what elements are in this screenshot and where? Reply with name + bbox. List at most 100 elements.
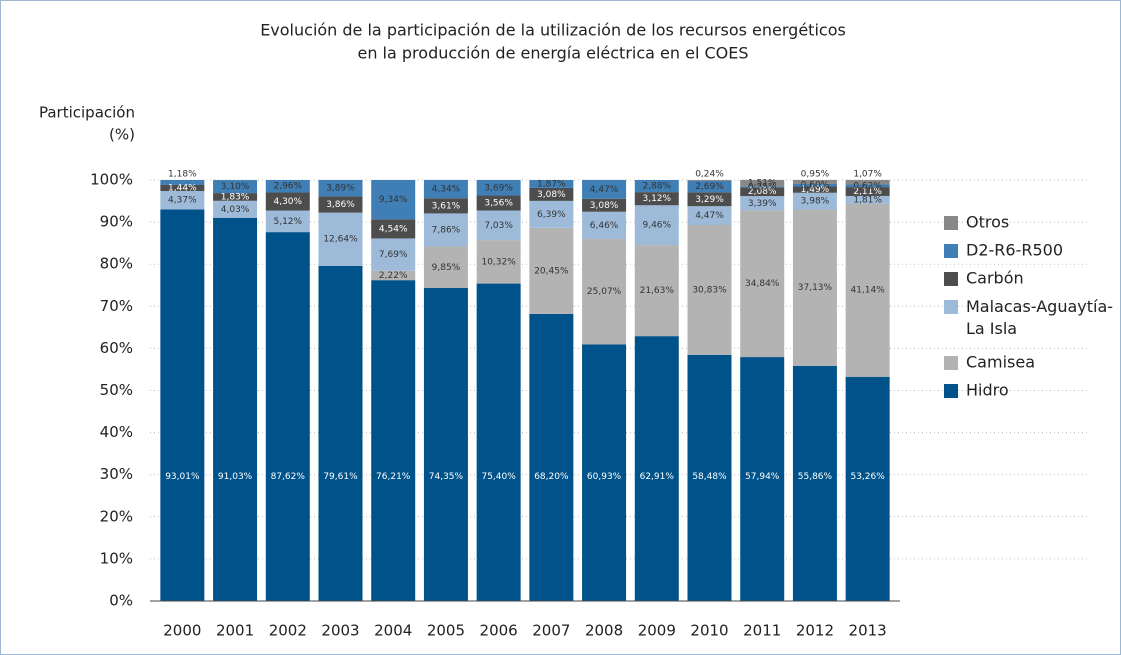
x-tick-label: 2004 [374,622,412,640]
legend-label: Otros [966,213,1009,232]
data-label: 62,91% [640,472,675,482]
x-tick-label: 2001 [216,622,254,640]
legend-swatch [944,244,958,258]
data-label: 1,83% [221,192,250,202]
data-label: 9,46% [642,221,671,231]
data-label: 0,95% [801,169,830,179]
bar-segment [160,184,205,192]
x-tick-label: 2008 [585,622,623,640]
data-label: 2,69% [695,182,724,192]
legend-label: Malacas-Aguaytía-La Isla [966,297,1113,338]
bar-segment [529,200,574,228]
bar-segment [371,280,416,601]
bar-segment [740,210,785,358]
bar-segment [582,198,627,212]
bar-segment [318,180,363,197]
y-axis-label: Participación [39,104,135,122]
data-label: 3,89% [326,184,355,194]
y-tick-label: 40% [100,423,133,441]
bar-segment [476,283,521,601]
data-label: 4,47% [590,185,619,195]
x-tick-label: 2000 [163,622,201,640]
bar-segment [265,192,310,211]
data-label: 68,20% [534,472,569,482]
data-label: 2,08% [748,187,777,197]
data-label: 1,87% [537,179,566,189]
data-label: 4,34% [432,185,461,195]
bar-segment [423,179,468,199]
bar-segment [318,196,363,213]
data-label: 25,07% [587,287,622,297]
data-label: 0,62% [853,181,882,191]
bar-segment [792,179,837,184]
bar-segment [845,203,890,377]
data-label: 9,85% [432,263,461,273]
data-label: 0,25% [748,182,777,192]
bar-segment [740,187,785,197]
data-label: 37,13% [798,283,833,293]
data-label: 20,45% [534,266,569,276]
data-label: 21,63% [640,286,675,296]
data-label: 30,83% [692,285,727,295]
bar-segment [792,192,837,210]
data-label: 7,03% [484,221,513,231]
chart-title: Evolución de la participación de la util… [260,21,846,40]
data-label: 1,49% [801,185,830,195]
data-label: 1,18% [168,170,197,180]
bar-segment [213,193,258,201]
data-label: 6,39% [537,210,566,220]
bar-segment [687,180,732,182]
legend-label: Carbón [966,269,1024,288]
bar-segment [582,211,627,239]
data-label: 3,10% [221,182,250,192]
bar-segment [634,336,679,601]
bar-segment [476,195,521,211]
data-label: 3,56% [484,199,513,209]
bar-segment [845,187,890,196]
bar-segment [371,270,416,281]
legend-label: Camisea [966,353,1035,372]
bar-segment [160,209,205,601]
data-label: 4,30% [273,197,302,207]
bar-segment [371,238,416,271]
bar-segment [740,357,785,601]
bar-segment [476,180,521,196]
y-tick-label: 0% [109,592,133,610]
data-label: 34,84% [745,279,780,289]
legend-swatch [944,384,958,398]
data-label: 3,12% [642,194,671,204]
data-label: 0,24% [695,170,724,180]
legend-label: D2-R6-R500 [966,241,1063,260]
bar-segment [265,180,310,193]
data-label: 2,96% [273,182,302,192]
legend-swatch [944,272,958,286]
x-tick-label: 2003 [321,622,359,640]
data-label: 93,01% [165,472,200,482]
data-label: 60,93% [587,472,622,482]
data-label: 2,88% [642,182,671,192]
x-tick-label: 2013 [849,622,887,640]
bar-segment [476,240,521,284]
legend-label: Hidro [966,381,1009,400]
y-tick-label: 60% [100,339,133,357]
y-tick-label: 10% [100,549,133,567]
data-label: 0,60% [801,181,830,191]
bar-segment [687,354,732,601]
bar-segment [740,186,785,188]
bar-segment [792,183,837,187]
bar-segment [740,196,785,211]
data-label: 7,69% [379,250,408,260]
data-label: 91,03% [218,472,253,482]
bar-segment [792,186,837,193]
bar-segment [582,238,627,345]
y-tick-label: 80% [100,255,133,273]
x-tick-label: 2011 [743,622,781,640]
data-label: 3,08% [537,190,566,200]
bar-segment [687,206,732,226]
bar-segment [265,210,310,233]
bar-segment [792,365,837,601]
bar-segment [687,192,732,207]
data-label: 3,98% [801,197,830,207]
x-tick-label: 2006 [480,622,518,640]
